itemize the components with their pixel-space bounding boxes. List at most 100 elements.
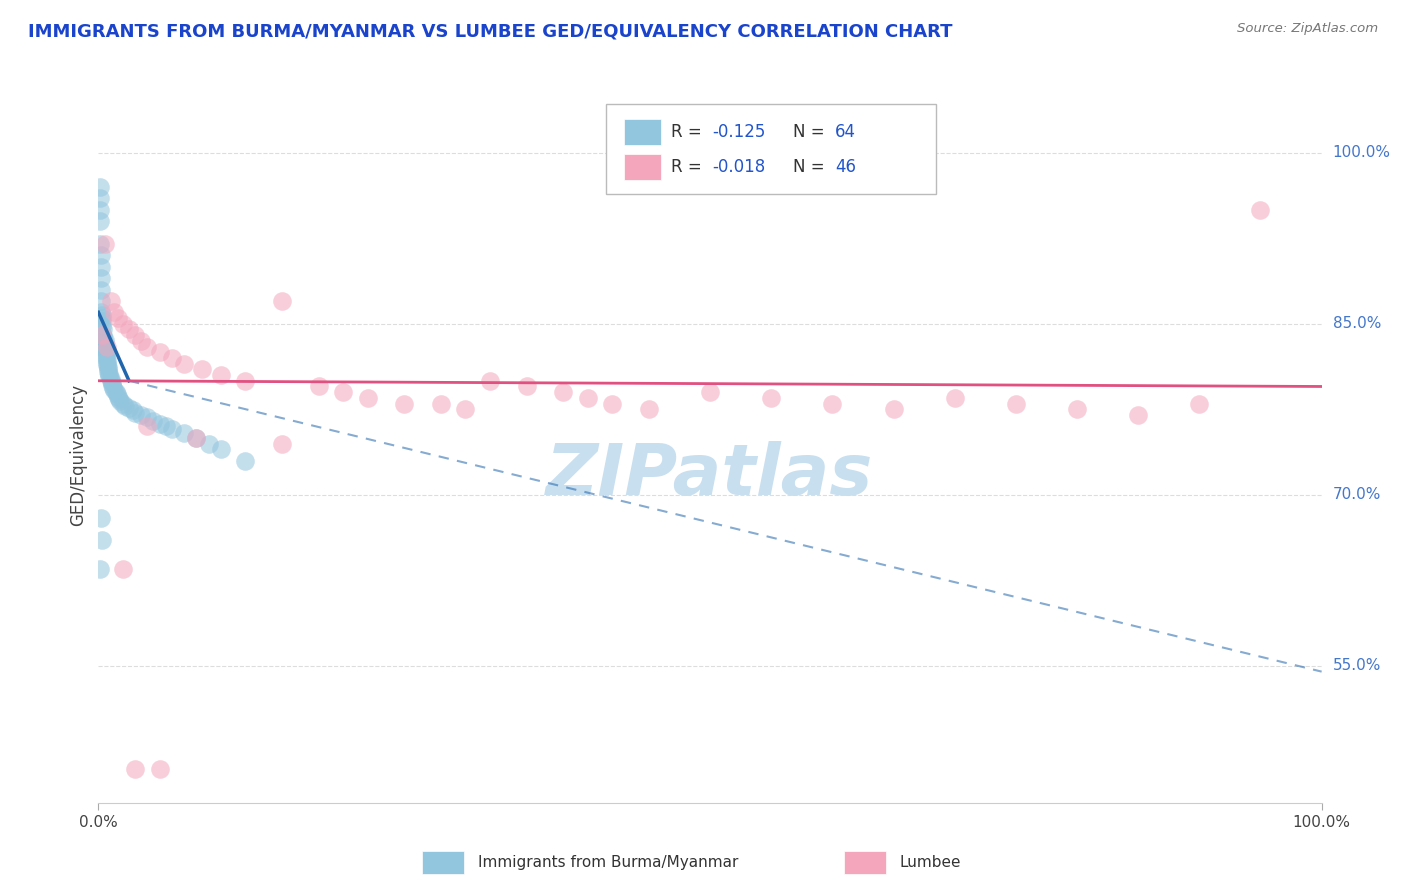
Point (392, 396, 416, 410)
Text: 55.0%: 55.0% (1333, 658, 1381, 673)
Point (108, 392, 131, 406)
Point (637, 402, 661, 417)
Text: R =: R = (671, 158, 707, 176)
Point (149, 762, 172, 776)
Point (96, 358, 118, 372)
Point (97, 360, 120, 375)
Bar (624, 119, 661, 145)
Point (91, 533, 114, 548)
Point (94, 344, 117, 359)
Point (478, 374, 501, 388)
Point (89, 214, 111, 228)
Point (91, 314, 114, 328)
Point (100, 371, 122, 385)
Point (121, 403, 143, 417)
Bar (624, 153, 661, 180)
Point (97, 365, 120, 379)
Point (515, 379, 537, 393)
Point (89, 191, 111, 205)
Point (91, 328, 114, 343)
Point (101, 378, 124, 392)
Point (233, 374, 256, 388)
Point (136, 340, 159, 354)
Point (186, 431, 208, 445)
Point (124, 328, 146, 343)
Point (93, 333, 115, 347)
Point (821, 396, 844, 410)
Point (356, 391, 378, 405)
Text: 85.0%: 85.0% (1333, 317, 1381, 331)
Point (100, 374, 122, 388)
Point (107, 311, 129, 326)
Point (173, 426, 195, 441)
Text: Source: ZipAtlas.com: Source: ZipAtlas.com (1237, 22, 1378, 36)
Point (149, 345, 172, 359)
Point (129, 334, 152, 348)
Point (209, 368, 232, 382)
Point (308, 379, 330, 393)
Point (98, 367, 121, 381)
Point (100, 293, 122, 308)
Text: 70.0%: 70.0% (1333, 487, 1381, 502)
Point (90, 248, 112, 262)
Point (270, 436, 294, 450)
Text: 46: 46 (835, 158, 856, 176)
Point (96, 355, 118, 369)
Point (1249, 202, 1271, 217)
Text: ZIPatlas: ZIPatlas (547, 442, 873, 510)
Point (90, 510, 112, 524)
Point (94, 351, 117, 365)
Text: R =: R = (671, 123, 707, 141)
Point (1188, 396, 1211, 410)
Point (155, 419, 177, 434)
Point (94, 349, 117, 363)
Point (160, 351, 183, 365)
Point (430, 396, 453, 410)
Point (943, 391, 966, 405)
FancyBboxPatch shape (606, 103, 936, 194)
Point (89, 562, 111, 576)
Point (1066, 402, 1088, 417)
Point (90, 283, 112, 297)
Point (124, 762, 146, 776)
Point (97, 362, 120, 376)
Text: N =: N = (793, 123, 830, 141)
Point (103, 305, 125, 319)
Point (105, 387, 128, 401)
Point (111, 396, 134, 410)
Point (114, 399, 136, 413)
Point (553, 385, 575, 400)
Text: 64: 64 (835, 123, 856, 141)
Point (91, 311, 114, 326)
Point (101, 376, 124, 390)
Point (93, 340, 115, 354)
Point (699, 385, 721, 400)
Point (104, 385, 127, 400)
Point (90, 260, 112, 274)
Point (142, 414, 165, 428)
Point (118, 401, 141, 416)
Point (191, 362, 214, 376)
Point (160, 422, 183, 436)
Point (576, 391, 599, 405)
Point (107, 390, 129, 404)
Point (90, 293, 112, 308)
Point (136, 410, 159, 425)
Point (93, 236, 115, 251)
Point (91, 308, 114, 322)
Point (136, 419, 159, 434)
Point (91, 330, 114, 344)
Point (454, 402, 477, 417)
Point (124, 406, 146, 420)
Point (1004, 396, 1026, 410)
Text: 100.0%: 100.0% (1333, 145, 1391, 161)
Y-axis label: GED/Equivalency: GED/Equivalency (69, 384, 87, 526)
Point (111, 317, 134, 331)
Point (111, 562, 134, 576)
Point (103, 383, 125, 397)
Point (89, 180, 111, 194)
Text: IMMIGRANTS FROM BURMA/MYANMAR VS LUMBEE GED/EQUIVALENCY CORRELATION CHART: IMMIGRANTS FROM BURMA/MYANMAR VS LUMBEE … (28, 22, 953, 40)
Text: N =: N = (793, 158, 830, 176)
Point (149, 417, 172, 431)
Point (89, 202, 111, 217)
